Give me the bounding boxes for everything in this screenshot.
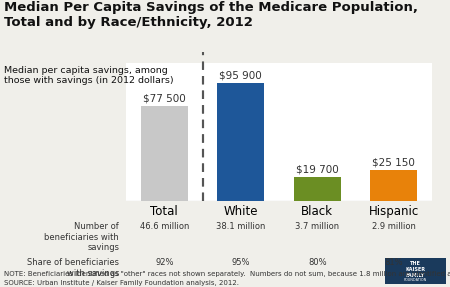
Text: THE: THE — [410, 261, 421, 267]
Text: 92%: 92% — [155, 258, 174, 267]
Text: 46.6 million: 46.6 million — [140, 222, 189, 231]
Text: Number of
beneficiaries with
savings: Number of beneficiaries with savings — [45, 222, 119, 252]
Bar — [140, 106, 188, 201]
Text: KAISER: KAISER — [405, 267, 425, 272]
Bar — [293, 177, 341, 201]
Text: 95%: 95% — [231, 258, 250, 267]
Text: FAMILY: FAMILY — [405, 273, 425, 278]
Text: NOTE: Beneficiaries identified as "other" races not shown separately.  Numbers d: NOTE: Beneficiaries identified as "other… — [4, 271, 450, 277]
Text: 80%: 80% — [308, 258, 327, 267]
Text: Median Per Capita Savings of the Medicare Population,
Total and by Race/Ethnicit: Median Per Capita Savings of the Medicar… — [4, 1, 418, 30]
Text: 3.7 million: 3.7 million — [295, 222, 339, 231]
Text: $77 500: $77 500 — [143, 93, 186, 103]
Text: FOUNDATION: FOUNDATION — [404, 278, 427, 282]
Text: Share of beneficiaries
with savings: Share of beneficiaries with savings — [27, 258, 119, 278]
Text: 81%: 81% — [384, 258, 403, 267]
Text: Median per capita savings, among
those with savings (in 2012 dollars): Median per capita savings, among those w… — [4, 66, 174, 86]
Text: SOURCE: Urban Institute / Kaiser Family Foundation analysis, 2012.: SOURCE: Urban Institute / Kaiser Family … — [4, 280, 239, 286]
Text: 38.1 million: 38.1 million — [216, 222, 266, 231]
Text: 2.9 million: 2.9 million — [372, 222, 416, 231]
Text: $95 900: $95 900 — [220, 71, 262, 81]
Bar — [370, 170, 418, 201]
Bar — [217, 83, 265, 201]
Text: $19 700: $19 700 — [296, 164, 339, 174]
Text: $25 150: $25 150 — [372, 158, 415, 168]
